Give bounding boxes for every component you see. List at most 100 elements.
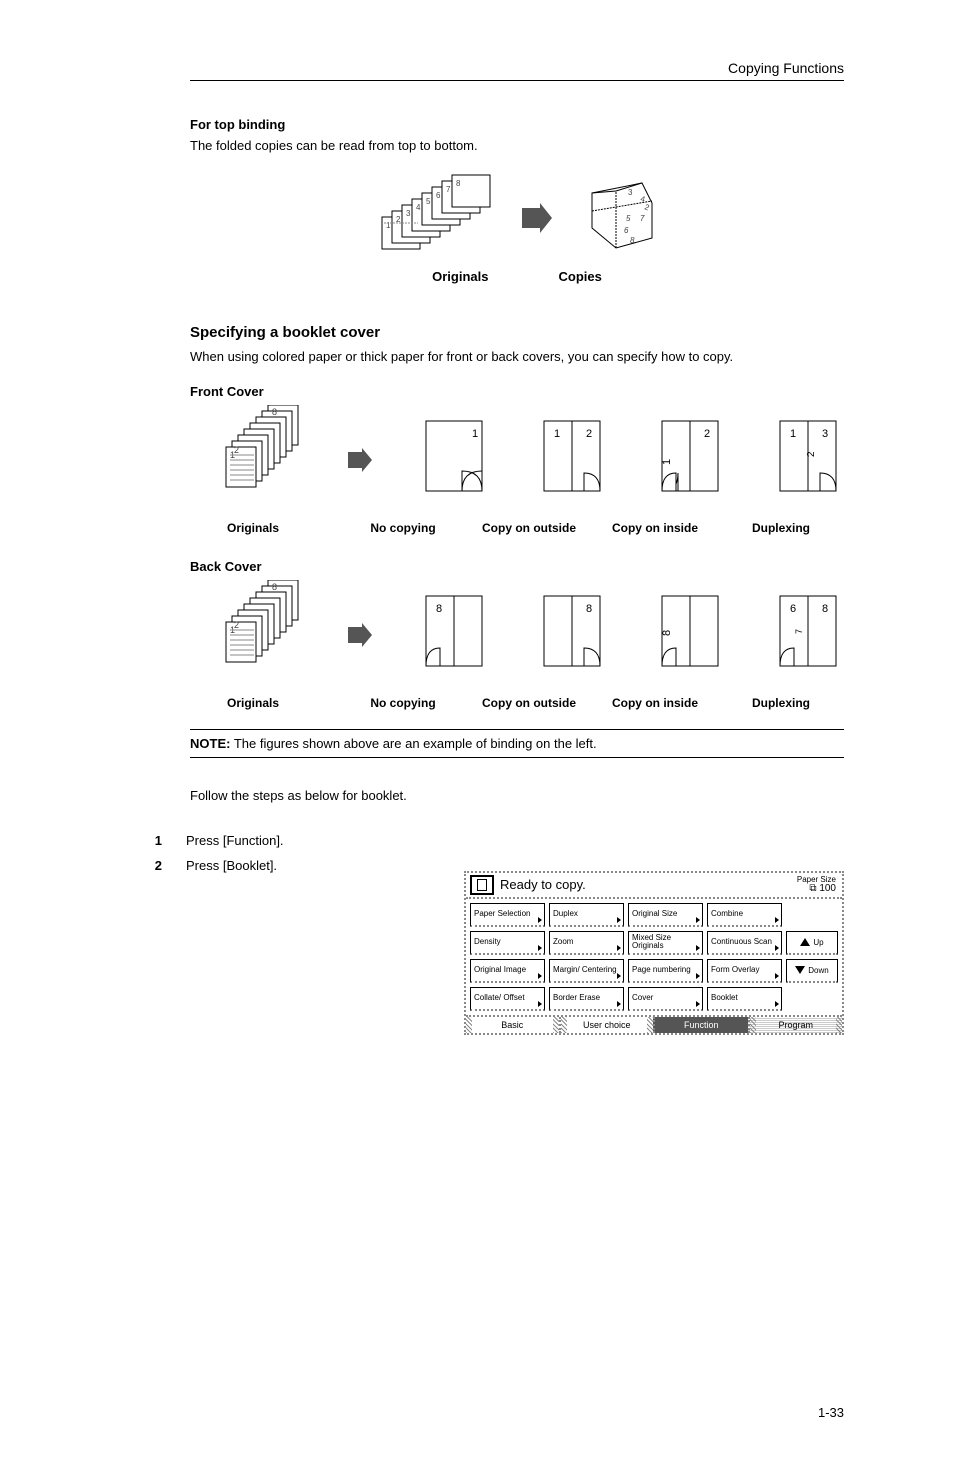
svg-text:8: 8 bbox=[272, 407, 277, 417]
arrow-right-icon bbox=[348, 448, 372, 472]
caption-copies: Copies bbox=[559, 269, 602, 284]
triangle-up-icon bbox=[800, 938, 810, 946]
svg-text:4: 4 bbox=[416, 203, 421, 212]
svg-text:1: 1 bbox=[472, 428, 478, 440]
form-overlay-button[interactable]: Form Overlay bbox=[707, 959, 782, 983]
tab-basic[interactable]: Basic bbox=[466, 1017, 559, 1033]
svg-text:7: 7 bbox=[446, 185, 451, 194]
originals-stack-icon: 12 34 56 78 bbox=[372, 173, 492, 263]
cap-duplex: Duplexing bbox=[718, 696, 844, 710]
copy-icon bbox=[470, 875, 494, 895]
svg-text:6: 6 bbox=[790, 603, 796, 615]
sheet-2fold-icon: 2 1 bbox=[656, 415, 726, 505]
svg-text:2: 2 bbox=[643, 202, 651, 212]
duplex-button[interactable]: Duplex bbox=[549, 903, 624, 927]
continuous-scan-button[interactable]: Continuous Scan bbox=[707, 931, 782, 955]
arrow-right-icon bbox=[348, 623, 372, 647]
down-button[interactable]: Down bbox=[786, 959, 838, 983]
spec-booklet-desc: When using colored paper or thick paper … bbox=[190, 349, 844, 364]
panel-status: Ready to copy. bbox=[500, 877, 797, 892]
top-binding-desc: The folded copies can be read from top t… bbox=[190, 138, 844, 153]
border-erase-button[interactable]: Border Erase bbox=[549, 987, 624, 1011]
sheet-12-icon: 1 2 bbox=[538, 415, 608, 505]
sheet-1-icon: 1 bbox=[420, 415, 490, 505]
svg-text:2: 2 bbox=[806, 451, 817, 457]
tab-program[interactable]: Program bbox=[748, 1017, 843, 1033]
step-2-text: Press [Booklet]. bbox=[186, 858, 277, 873]
front-cover-label: Front Cover bbox=[190, 384, 844, 399]
back-cover-diagram: 821 8 8 8 bbox=[190, 580, 844, 690]
cap-outside: Copy on outside bbox=[466, 696, 592, 710]
front-cover-diagram: 821 1 1 2 2 bbox=[190, 405, 844, 515]
tab-function[interactable]: Function bbox=[653, 1017, 748, 1033]
svg-text:1: 1 bbox=[386, 221, 391, 230]
svg-text:2: 2 bbox=[586, 428, 592, 440]
arrow-right-icon bbox=[522, 203, 552, 233]
originals-stacked-icon: 821 bbox=[190, 580, 300, 690]
svg-text:8: 8 bbox=[586, 603, 592, 615]
svg-text:6: 6 bbox=[436, 191, 441, 200]
original-image-button[interactable]: Original Image bbox=[470, 959, 545, 983]
top-binding-heading: For top binding bbox=[190, 117, 844, 132]
svg-text:8: 8 bbox=[630, 236, 635, 245]
svg-text:8: 8 bbox=[436, 603, 442, 615]
step-2-num: 2 bbox=[150, 858, 162, 873]
follow-text: Follow the steps as below for booklet. bbox=[190, 788, 844, 803]
page-number: 1-33 bbox=[190, 1405, 844, 1420]
mixed-size-button[interactable]: Mixed Size Originals bbox=[628, 931, 703, 955]
back-cover-label: Back Cover bbox=[190, 559, 844, 574]
spec-booklet-heading: Specifying a booklet cover bbox=[190, 324, 844, 341]
lcd-panel: Ready to copy. Paper Size ⧉ 100 Paper Se… bbox=[464, 871, 844, 1035]
svg-text:1: 1 bbox=[790, 428, 796, 440]
up-button[interactable]: Up bbox=[786, 931, 838, 955]
page-header: Copying Functions bbox=[190, 60, 844, 81]
collate-offset-button[interactable]: Collate/ Offset bbox=[470, 987, 545, 1011]
cap-inside: Copy on inside bbox=[592, 696, 718, 710]
original-size-button[interactable]: Original Size bbox=[628, 903, 703, 927]
svg-text:6: 6 bbox=[624, 226, 629, 235]
cover-button[interactable]: Cover bbox=[628, 987, 703, 1011]
top-binding-diagram: 12 34 56 78 3 4 2 5 7 bbox=[190, 173, 844, 263]
pct: 100 bbox=[819, 883, 836, 894]
svg-text:8: 8 bbox=[456, 179, 461, 188]
svg-text:8: 8 bbox=[272, 582, 277, 592]
svg-text:3: 3 bbox=[406, 209, 411, 218]
cap-nocopy: No copying bbox=[340, 696, 466, 710]
combine-button[interactable]: Combine bbox=[707, 903, 782, 927]
tab-user-choice[interactable]: User choice bbox=[559, 1017, 654, 1033]
note-label: NOTE: bbox=[190, 736, 230, 751]
svg-text:7: 7 bbox=[794, 629, 804, 634]
note-text: The figures shown above are an example o… bbox=[230, 736, 596, 751]
page-numbering-button[interactable]: Page numbering bbox=[628, 959, 703, 983]
density-button[interactable]: Density bbox=[470, 931, 545, 955]
svg-text:5: 5 bbox=[626, 214, 631, 223]
cap-inside: Copy on inside bbox=[592, 521, 718, 535]
svg-text:1: 1 bbox=[554, 428, 560, 440]
sheet-68-icon: 6 8 7 bbox=[774, 590, 844, 680]
triangle-down-icon bbox=[795, 966, 805, 974]
paper-selection-button[interactable]: Paper Selection bbox=[470, 903, 545, 927]
svg-text:3: 3 bbox=[628, 188, 633, 197]
cap-orig: Originals bbox=[190, 521, 316, 535]
sheet-13-icon: 1 3 2 bbox=[774, 415, 844, 505]
cap-outside: Copy on outside bbox=[466, 521, 592, 535]
svg-text:8: 8 bbox=[661, 630, 673, 636]
svg-text:5: 5 bbox=[426, 197, 431, 206]
folded-copies-icon: 3 4 2 5 7 6 8 bbox=[582, 173, 662, 263]
step-1-text: Press [Function]. bbox=[186, 833, 284, 848]
svg-text:1: 1 bbox=[661, 459, 673, 465]
booklet-button[interactable]: Booklet bbox=[707, 987, 782, 1011]
zoom-button[interactable]: Zoom bbox=[549, 931, 624, 955]
originals-stacked-icon: 821 bbox=[190, 405, 300, 515]
note-line: NOTE: The figures shown above are an exa… bbox=[190, 736, 844, 751]
cap-nocopy: No copying bbox=[340, 521, 466, 535]
sheet-8a-icon: 8 bbox=[420, 590, 490, 680]
sheet-8b-icon: 8 bbox=[538, 590, 608, 680]
caption-originals: Originals bbox=[432, 269, 488, 284]
cap-orig: Originals bbox=[190, 696, 316, 710]
svg-text:2: 2 bbox=[704, 428, 710, 440]
svg-text:8: 8 bbox=[822, 603, 828, 615]
svg-text:7: 7 bbox=[640, 214, 645, 223]
svg-text:3: 3 bbox=[822, 428, 828, 440]
margin-centering-button[interactable]: Margin/ Centering bbox=[549, 959, 624, 983]
